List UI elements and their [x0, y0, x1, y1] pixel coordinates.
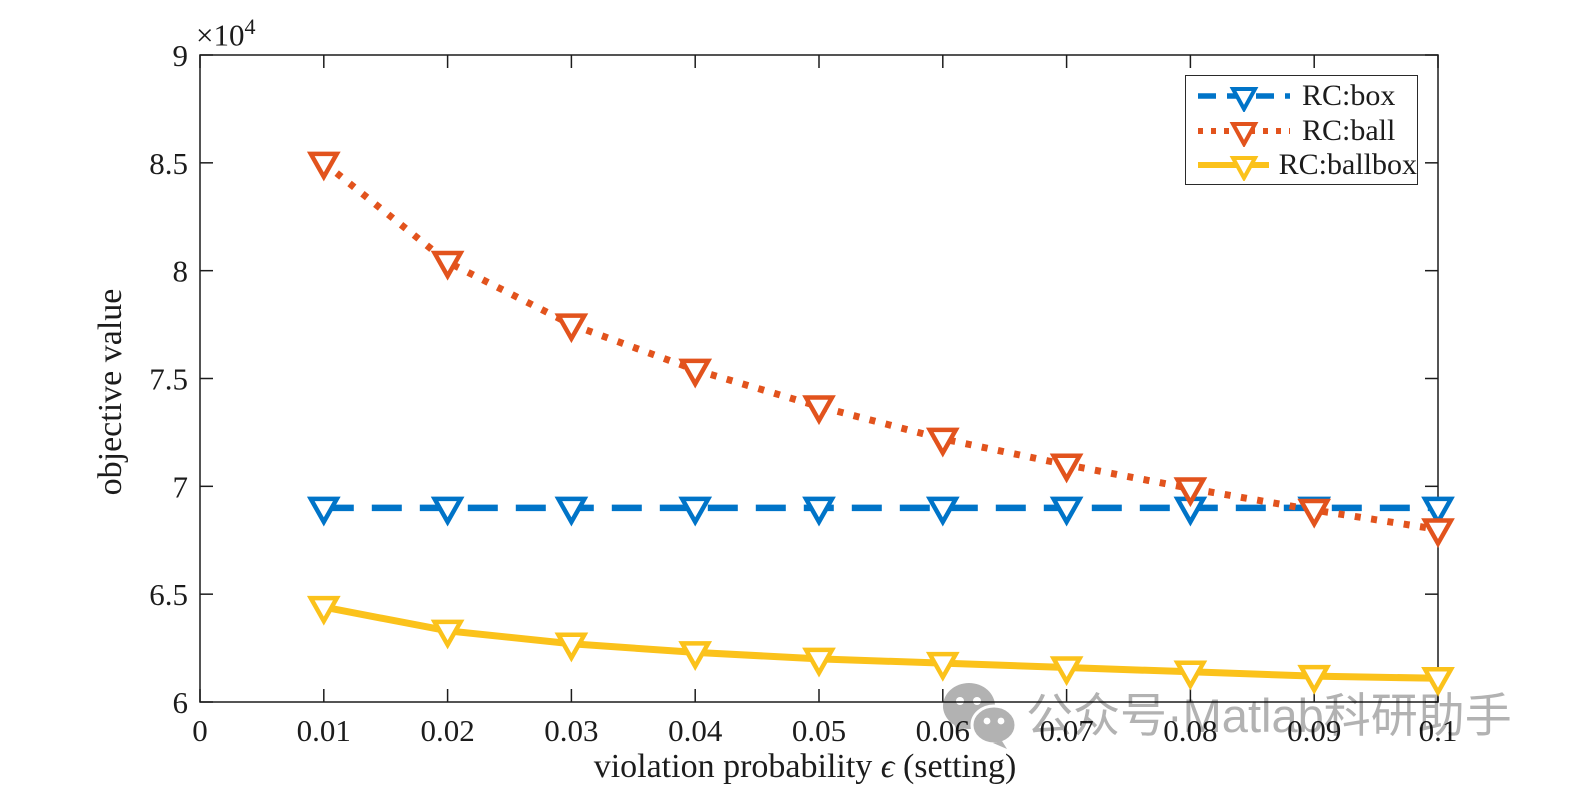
marker-triangle-down [430, 250, 465, 281]
legend: RC:box RC:ball RC:ballbox [1185, 75, 1418, 185]
marker-triangle-down [678, 358, 713, 389]
x-tick-label: 0.06 [916, 713, 970, 748]
legend-line-sample-rc-box [1198, 87, 1290, 113]
epsilon-symbol: ϵ [880, 748, 895, 785]
y-tick-label: 9 [173, 38, 189, 73]
y-multiplier-base: ×10 [196, 17, 245, 53]
y-tick-label: 7.5 [149, 362, 188, 397]
marker-triangle-down [554, 313, 589, 344]
marker-triangle-down [925, 496, 960, 527]
x-tick-label: 0.08 [1163, 713, 1217, 748]
marker-triangle-down [678, 496, 713, 527]
marker-triangle-down [306, 496, 341, 527]
marker-triangle-down [1173, 477, 1208, 508]
x-tick-label: 0 [192, 713, 208, 748]
series-line-rc-ballbox [323, 603, 1439, 682]
x-tick-label: 0.07 [1039, 713, 1093, 748]
y-multiplier-exponent: 4 [244, 14, 256, 39]
marker-triangle-down [1049, 656, 1084, 687]
x-tick-label: 0.03 [544, 713, 598, 748]
marker-triangle-down [802, 496, 836, 527]
y-tick-label: 6.5 [149, 577, 188, 612]
legend-entry-rc-ball: RC:ball [1196, 114, 1417, 147]
legend-label-rc-ballbox: RC:ballbox [1278, 147, 1417, 181]
x-tick-label: 0.02 [420, 713, 474, 748]
y-tick-label: 8.5 [149, 146, 188, 181]
marker-triangle-down [802, 647, 836, 678]
x-axis-label-text: violation probability [593, 748, 881, 785]
y-axis-multiplier: ×104 [196, 14, 255, 53]
x-tick-label: 0.04 [668, 713, 723, 748]
marker-triangle-down [430, 619, 465, 650]
marker-triangle-down [306, 151, 341, 182]
legend-entry-rc-box: RC:box [1196, 79, 1417, 113]
x-tick-label: 0.05 [792, 713, 846, 748]
legend-label-rc-box: RC:box [1302, 79, 1396, 113]
marker-triangle-down [1297, 664, 1332, 695]
legend-line-sample-rc-ball [1198, 121, 1290, 147]
marker-triangle-down [1421, 496, 1455, 527]
marker-triangle-down [1421, 667, 1455, 697]
legend-entry-rc-ballbox: RC:ballbox [1196, 148, 1417, 181]
legend-label-rc-ball: RC:ball [1302, 113, 1396, 147]
legend-sample-marker [1229, 87, 1259, 113]
x-tick-label: 0.1 [1419, 713, 1458, 748]
y-axis-label: objective value [92, 288, 129, 496]
marker-triangle-down [925, 427, 960, 458]
marker-triangle-down [1049, 496, 1084, 527]
y-tick-label: 8 [173, 254, 189, 289]
marker-triangle-down [430, 496, 465, 527]
legend-sample-marker [1229, 155, 1259, 181]
legend-line-sample-rc-ballbox [1198, 155, 1269, 181]
marker-triangle-down [1049, 453, 1084, 484]
y-tick-label: 6 [173, 685, 189, 720]
series-line-rc-ball [321, 160, 1439, 533]
x-tick-label: 0.01 [297, 713, 351, 748]
marker-triangle-down [554, 496, 589, 527]
x-axis-label-suffix: (setting) [894, 748, 1017, 785]
marker-triangle-down [925, 651, 960, 682]
marker-triangle-down [678, 641, 713, 671]
x-axis-label: violation probability ϵ (setting) [400, 748, 1210, 786]
y-tick-label: 7 [173, 469, 189, 504]
marker-triangle-down [1173, 660, 1208, 691]
marker-triangle-down [1421, 518, 1455, 549]
marker-triangle-down [554, 632, 589, 663]
legend-sample-marker [1229, 121, 1259, 147]
marker-triangle-down [802, 395, 836, 426]
marker-triangle-down [1297, 498, 1332, 529]
x-tick-label: 0.09 [1287, 713, 1341, 748]
marker-triangle-down [306, 595, 341, 626]
